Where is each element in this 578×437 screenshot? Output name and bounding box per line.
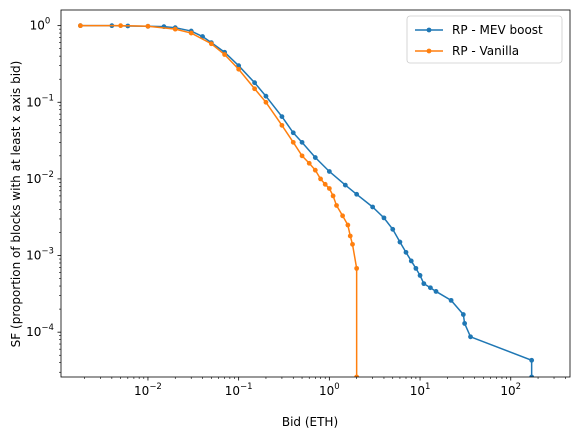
- legend: RP - MEV boost RP - Vanilla: [406, 15, 563, 64]
- data-point: [381, 215, 387, 221]
- data-point: [334, 203, 339, 208]
- plot-area: [78, 23, 535, 377]
- legend-marker: [426, 48, 432, 54]
- data-point: [279, 122, 285, 128]
- series-0: [78, 23, 535, 377]
- data-point: [408, 258, 414, 264]
- data-point: [460, 312, 466, 317]
- data-point: [172, 26, 178, 32]
- data-point: [306, 160, 312, 166]
- data-point: [342, 182, 348, 188]
- data-point: [354, 265, 360, 271]
- data-point: [312, 155, 318, 160]
- data-point: [326, 186, 332, 191]
- data-point: [290, 139, 296, 145]
- data-point: [350, 241, 355, 247]
- data-point: [347, 233, 353, 239]
- data-point: [236, 66, 242, 72]
- legend-entry: RP - MEV boost: [452, 23, 543, 37]
- x-axis-label: Bid (ETH): [282, 415, 338, 429]
- data-point: [118, 23, 124, 29]
- data-point: [340, 213, 345, 219]
- x-tick-label: 10−1: [225, 382, 253, 398]
- data-point: [318, 176, 323, 182]
- data-point: [370, 204, 376, 210]
- legend-box: [406, 15, 563, 64]
- data-point: [188, 30, 194, 36]
- data-point: [330, 193, 336, 199]
- data-point: [397, 239, 403, 245]
- data-point: [222, 52, 228, 57]
- x-tick-label: 100: [319, 382, 340, 398]
- data-point: [529, 357, 535, 363]
- data-point: [417, 273, 423, 278]
- data-point: [145, 23, 151, 29]
- data-point: [468, 334, 473, 340]
- y-tick-label: 10−3: [26, 247, 54, 263]
- data-point: [462, 321, 468, 326]
- x-tick-label: 101: [410, 382, 431, 398]
- y-tick-label: 100: [30, 17, 51, 33]
- data-point: [413, 265, 419, 271]
- data-point: [433, 289, 439, 294]
- y-axis-label: SF (proportion of blocks with at least x…: [9, 61, 23, 348]
- data-point: [390, 226, 396, 232]
- data-point: [345, 222, 351, 228]
- data-point: [263, 93, 269, 99]
- x-tick-label: 102: [500, 382, 521, 398]
- data-point: [529, 374, 535, 377]
- data-point: [354, 191, 360, 197]
- data-point: [279, 114, 285, 120]
- data-point: [312, 167, 318, 173]
- data-point: [290, 130, 296, 136]
- legend-marker: [426, 27, 432, 33]
- data-point: [252, 86, 258, 92]
- y-tick-label: 10−4: [26, 323, 54, 339]
- data-point: [322, 181, 328, 187]
- legend-entry: RP - Vanilla: [452, 44, 519, 58]
- data-point: [427, 285, 433, 291]
- data-point: [299, 153, 305, 159]
- axes: 10−2 10−1 100 101 102 100 10−1 10−2 10−3 10−4: [26, 9, 571, 398]
- x-tick-label: 10−2: [134, 382, 162, 398]
- data-point: [208, 41, 214, 47]
- data-point: [299, 139, 305, 145]
- data-point: [403, 249, 409, 255]
- axes-frame: [60, 9, 571, 378]
- data-point: [326, 169, 332, 174]
- y-tick-label: 10−2: [26, 170, 54, 186]
- series-line: [80, 24, 358, 377]
- data-point: [421, 281, 427, 287]
- series-1: [78, 23, 360, 377]
- data-point: [263, 99, 269, 105]
- data-point: [78, 23, 83, 29]
- y-tick-label: 10−1: [26, 93, 54, 109]
- data-point: [252, 80, 258, 86]
- data-point: [354, 374, 360, 377]
- data-point: [448, 297, 454, 303]
